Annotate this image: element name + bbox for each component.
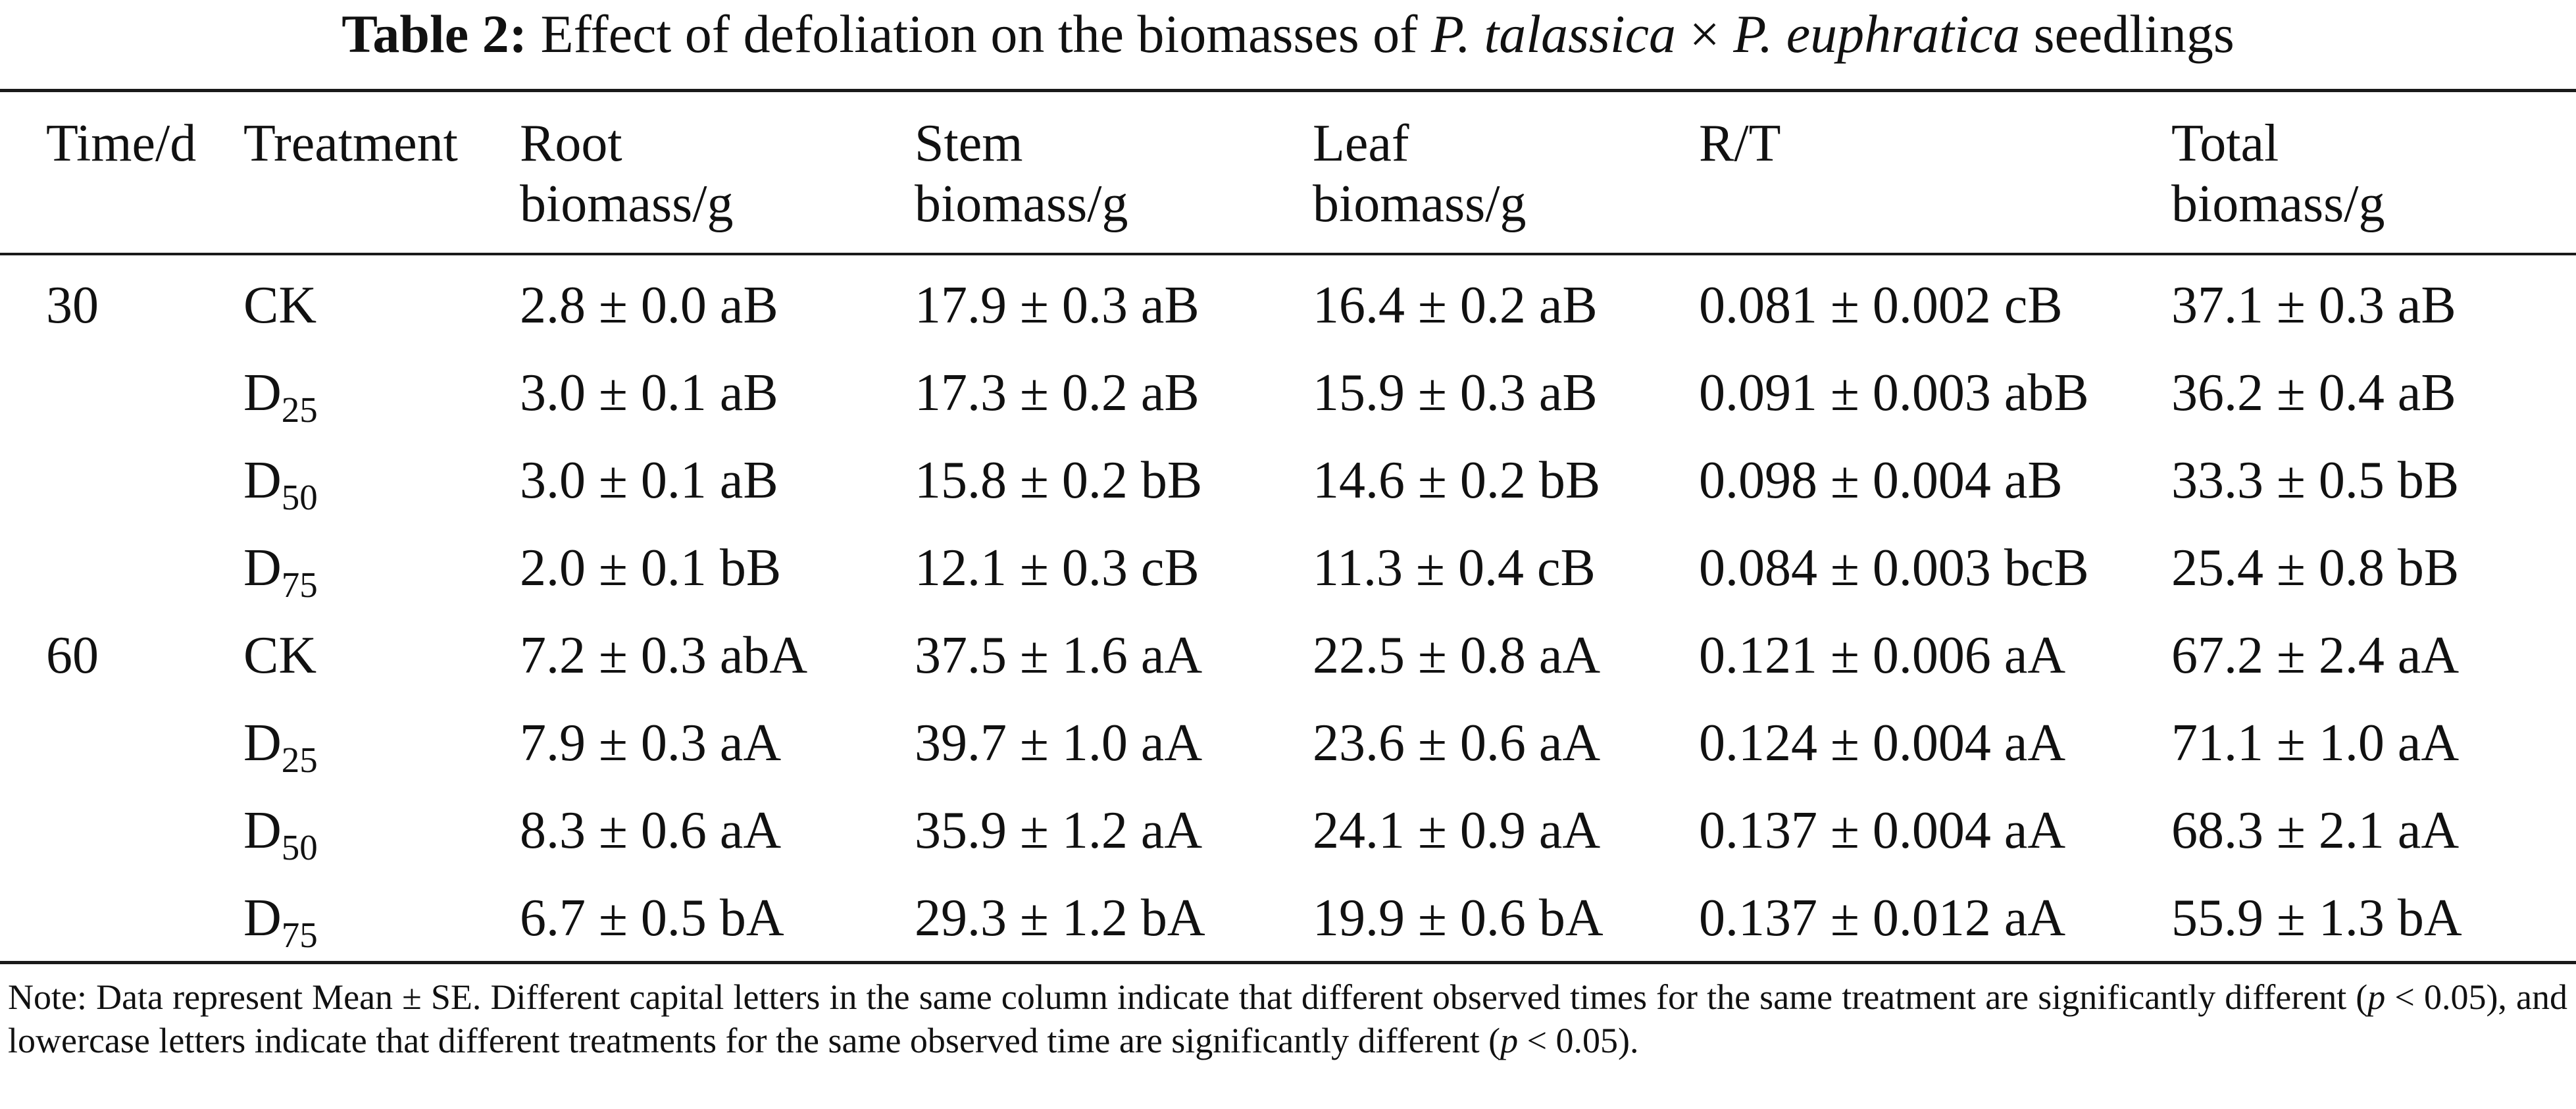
cell-root-biomass: 2.8 ± 0.0 aB bbox=[520, 276, 778, 334]
treatment-code: D bbox=[243, 364, 282, 422]
cell-root-biomass: 7.9 ± 0.3 aA bbox=[520, 714, 782, 772]
treatment-code: D bbox=[243, 802, 282, 860]
cell-rt-ratio: 0.084 ± 0.003 bcB bbox=[1699, 539, 2089, 597]
cell-leaf-biomass: 19.9 ± 0.6 bA bbox=[1313, 889, 1604, 947]
header-leaf-line2: biomass/g bbox=[1313, 175, 1527, 233]
header-rule bbox=[0, 253, 2576, 255]
cell-stem-biomass: 12.1 ± 0.3 cB bbox=[915, 539, 1200, 597]
cell-time: 60 bbox=[46, 627, 99, 684]
cell-stem-biomass: 39.7 ± 1.0 aA bbox=[915, 714, 1203, 772]
table-caption: Table 2: Effect of defoliation on the bi… bbox=[0, 3, 2576, 66]
cell-time: 30 bbox=[46, 276, 99, 334]
header-treatment: Treatment bbox=[243, 115, 458, 172]
cell-root-biomass: 2.0 ± 0.1 bB bbox=[520, 539, 782, 597]
note-text-3: < 0.05). bbox=[1518, 1021, 1639, 1060]
caption-cross: × bbox=[1689, 4, 1720, 64]
header-root-line1: Root bbox=[520, 115, 622, 172]
cell-treatment: D25 bbox=[243, 713, 318, 778]
header-stem-line1: Stem bbox=[915, 115, 1023, 172]
treatment-code: CK bbox=[243, 627, 317, 684]
cell-total-biomass: 36.2 ± 0.4 aB bbox=[2171, 364, 2456, 422]
cell-stem-biomass: 15.8 ± 0.2 bB bbox=[915, 451, 1203, 509]
cell-total-biomass: 33.3 ± 0.5 bB bbox=[2171, 451, 2460, 509]
top-rule bbox=[0, 89, 2576, 92]
treatment-level: 50 bbox=[281, 477, 318, 517]
cell-root-biomass: 8.3 ± 0.6 aA bbox=[520, 802, 782, 860]
header-total: Total biomass/g bbox=[2171, 113, 2385, 234]
note-text-1: Note: Data represent Mean ± SE. Differen… bbox=[8, 977, 2368, 1017]
treatment-level: 75 bbox=[281, 915, 318, 955]
cell-total-biomass: 68.3 ± 2.1 aA bbox=[2171, 802, 2460, 860]
header-leaf: Leaf biomass/g bbox=[1313, 113, 1526, 234]
cell-rt-ratio: 0.121 ± 0.006 aA bbox=[1699, 627, 2066, 684]
cell-leaf-biomass: 11.3 ± 0.4 cB bbox=[1313, 539, 1596, 597]
treatment-level: 25 bbox=[281, 740, 318, 780]
treatment-code: D bbox=[243, 889, 282, 947]
cell-total-biomass: 37.1 ± 0.3 aB bbox=[2171, 276, 2456, 334]
cell-root-biomass: 7.2 ± 0.3 abA bbox=[520, 627, 808, 684]
cell-treatment: D50 bbox=[243, 800, 318, 865]
cell-treatment: CK bbox=[243, 275, 316, 336]
caption-text-after: seedlings bbox=[2033, 4, 2235, 64]
note-p-1: p bbox=[2367, 977, 2386, 1017]
treatment-level: 50 bbox=[281, 827, 318, 867]
cell-rt-ratio: 0.137 ± 0.012 aA bbox=[1699, 889, 2066, 947]
header-total-line1: Total bbox=[2171, 115, 2279, 172]
treatment-code: D bbox=[243, 451, 282, 509]
caption-species-2: P. euphratica bbox=[1733, 4, 2021, 64]
treatment-level: 25 bbox=[281, 390, 318, 430]
cell-leaf-biomass: 23.6 ± 0.6 aA bbox=[1313, 714, 1601, 772]
cell-rt-ratio: 0.098 ± 0.004 aB bbox=[1699, 451, 2063, 509]
header-stem-line2: biomass/g bbox=[915, 175, 1128, 233]
note-text-2: < 0.05), and lowercase letters indicate … bbox=[8, 977, 2567, 1060]
table-note: Note: Data represent Mean ± SE. Differen… bbox=[8, 975, 2567, 1062]
header-time: Time/d bbox=[46, 115, 197, 172]
header-root: Root biomass/g bbox=[520, 113, 733, 234]
cell-stem-biomass: 35.9 ± 1.2 aA bbox=[915, 802, 1203, 860]
treatment-code: D bbox=[243, 539, 282, 597]
cell-stem-biomass: 29.3 ± 1.2 bA bbox=[915, 889, 1205, 947]
treatment-code: CK bbox=[243, 276, 317, 334]
cell-total-biomass: 55.9 ± 1.3 bA bbox=[2171, 889, 2462, 947]
cell-total-biomass: 25.4 ± 0.8 bB bbox=[2171, 539, 2460, 597]
header-leaf-line1: Leaf bbox=[1313, 115, 1409, 172]
cell-stem-biomass: 37.5 ± 1.6 aA bbox=[915, 627, 1203, 684]
header-rt: R/T bbox=[1699, 115, 1781, 172]
cell-rt-ratio: 0.124 ± 0.004 aA bbox=[1699, 714, 2066, 772]
cell-treatment: D50 bbox=[243, 450, 318, 515]
cell-leaf-biomass: 15.9 ± 0.3 aB bbox=[1313, 364, 1598, 422]
cell-treatment: D75 bbox=[243, 538, 318, 603]
cell-treatment: CK bbox=[243, 625, 316, 686]
header-root-line2: biomass/g bbox=[520, 175, 734, 233]
cell-leaf-biomass: 22.5 ± 0.8 aA bbox=[1313, 627, 1601, 684]
cell-leaf-biomass: 24.1 ± 0.9 aA bbox=[1313, 802, 1601, 860]
treatment-code: D bbox=[243, 714, 282, 772]
cell-root-biomass: 3.0 ± 0.1 aB bbox=[520, 364, 778, 422]
cell-total-biomass: 67.2 ± 2.4 aA bbox=[2171, 627, 2460, 684]
cell-total-biomass: 71.1 ± 1.0 aA bbox=[2171, 714, 2460, 772]
caption-text-before: Effect of defoliation on the biomasses o… bbox=[540, 4, 1418, 64]
header-stem: Stem biomass/g bbox=[915, 113, 1128, 234]
cell-leaf-biomass: 16.4 ± 0.2 aB bbox=[1313, 276, 1598, 334]
cell-root-biomass: 6.7 ± 0.5 bA bbox=[520, 889, 784, 947]
table-label: Table 2: bbox=[341, 4, 528, 64]
header-total-line2: biomass/g bbox=[2171, 175, 2385, 233]
treatment-level: 75 bbox=[281, 565, 318, 605]
cell-stem-biomass: 17.3 ± 0.2 aB bbox=[915, 364, 1200, 422]
cell-stem-biomass: 17.9 ± 0.3 aB bbox=[915, 276, 1200, 334]
cell-treatment: D25 bbox=[243, 363, 318, 428]
cell-rt-ratio: 0.081 ± 0.002 cB bbox=[1699, 276, 2063, 334]
cell-treatment: D75 bbox=[243, 888, 318, 953]
cell-root-biomass: 3.0 ± 0.1 aB bbox=[520, 451, 778, 509]
cell-rt-ratio: 0.137 ± 0.004 aA bbox=[1699, 802, 2066, 860]
caption-species-1: P. talassica bbox=[1430, 4, 1677, 64]
bottom-rule bbox=[0, 961, 2576, 964]
cell-rt-ratio: 0.091 ± 0.003 abB bbox=[1699, 364, 2089, 422]
note-p-2: p bbox=[1500, 1021, 1519, 1060]
cell-leaf-biomass: 14.6 ± 0.2 bB bbox=[1313, 451, 1601, 509]
